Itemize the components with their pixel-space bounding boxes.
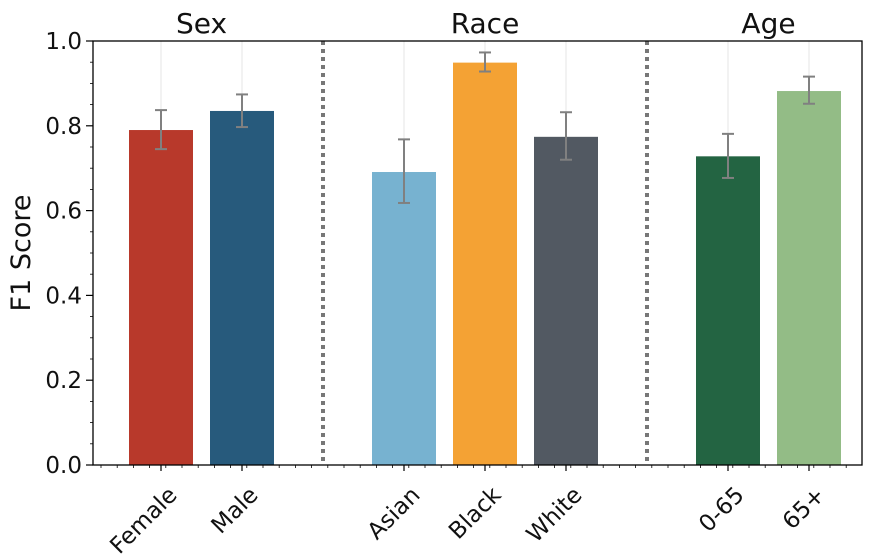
y-axis-title: F1 Score — [6, 195, 37, 312]
y-tick-label-3: 0.6 — [45, 199, 82, 225]
y-tick-label-4: 0.8 — [45, 114, 82, 140]
y-tick-label-0: 0.0 — [45, 453, 82, 479]
bar-0-65 — [696, 156, 760, 465]
error-bars-layer — [155, 51, 815, 204]
x-tick-label-female: Female — [105, 482, 182, 559]
bar-white — [534, 136, 598, 465]
x-tick-label-black: Black — [444, 482, 507, 545]
x-tick-label-white: White — [522, 482, 588, 548]
bar-male — [210, 110, 274, 466]
bar-female — [129, 130, 193, 466]
y-axis: 0.0 0.2 0.4 0.6 0.8 1.0 — [45, 29, 93, 479]
group-separators — [321, 41, 649, 465]
group-titles: Sex Race Age — [176, 7, 796, 40]
x-tick-label-65: 65+ — [778, 482, 831, 535]
y-tick-label-5: 1.0 — [45, 29, 82, 55]
group-title-age: Age — [741, 7, 795, 40]
x-tick-label-asian: Asian — [363, 482, 426, 545]
group-title-race: Race — [451, 7, 520, 40]
y-tick-label-1: 0.2 — [45, 368, 82, 394]
bars-layer — [129, 62, 841, 466]
bar-65 — [777, 91, 841, 466]
y-tick-label-2: 0.4 — [45, 283, 82, 309]
x-tick-label-0-65: 0-65 — [694, 482, 749, 537]
bar-black — [453, 62, 517, 466]
x-tick-label-male: Male — [207, 482, 264, 539]
bar-asian — [372, 172, 436, 466]
x-axis: Female Male Asian Black White 0-65 65+ — [100, 465, 847, 559]
group-title-sex: Sex — [176, 7, 227, 40]
